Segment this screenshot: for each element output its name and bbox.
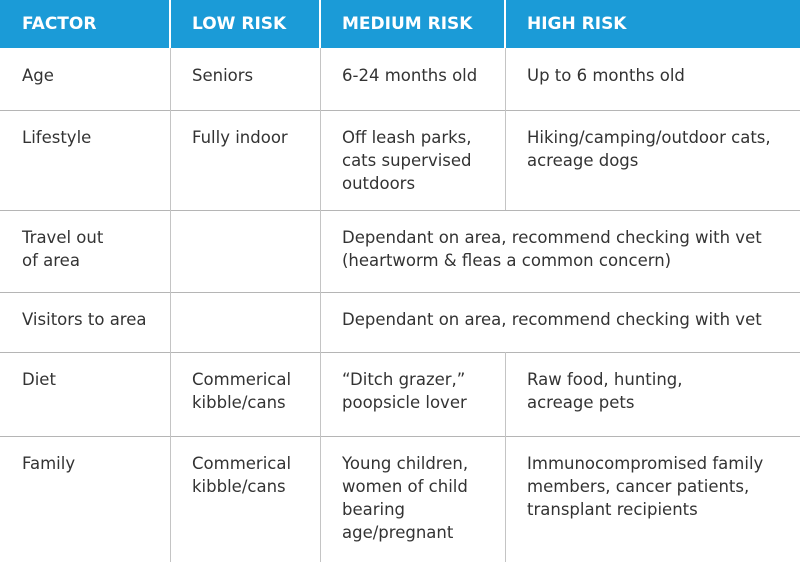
cell-text: of area (22, 251, 80, 270)
header-cell: LOW RISK (192, 14, 287, 34)
cell-text: age/pregnant (342, 523, 454, 542)
cell-text: Commerical (192, 370, 292, 389)
cell-text: Lifestyle (22, 128, 92, 147)
cell-text: Raw food, hunting, (527, 370, 683, 389)
cell-text: transplant recipients (527, 500, 698, 519)
header-divider (169, 0, 171, 48)
cell-text: Seniors (192, 66, 254, 85)
table-cell: Lifestyle (22, 126, 91, 149)
cell-text: (heartworm & fleas a common concern) (342, 251, 672, 270)
row-divider (0, 436, 800, 437)
column-divider (320, 48, 321, 110)
column-divider (170, 436, 171, 562)
table-cell: Seniors (192, 64, 253, 87)
cell-text: Hiking/camping/outdoor cats, (527, 128, 771, 147)
cell-text: bearing (342, 500, 406, 519)
cell-text: Dependant on area, recommend checking wi… (342, 228, 762, 247)
table-cell: Raw food, hunting, acreage pets (527, 368, 683, 414)
cell-text: acreage dogs (527, 151, 639, 170)
cell-text: Family (22, 454, 76, 473)
cell-text: Off leash parks, (342, 128, 472, 147)
header-cell: HIGH RISK (527, 14, 627, 34)
column-divider (505, 352, 506, 436)
table-cell: Up to 6 months old (527, 64, 685, 87)
cell-text: Young children, (342, 454, 469, 473)
table-cell: Dependant on area, recommend checking wi… (342, 226, 762, 272)
table-cell: Travel out of area (22, 226, 103, 272)
cell-text: Up to 6 months old (527, 66, 685, 85)
column-divider (505, 110, 506, 210)
table-cell: Commerical kibble/cans (192, 368, 291, 414)
row-divider (0, 292, 800, 293)
table-cell: “Ditch grazer,” poopsicle lover (342, 368, 467, 414)
cell-text: women of child (342, 477, 468, 496)
table-cell: Age (22, 64, 54, 87)
header-bar (0, 0, 800, 48)
cell-text: Travel out (22, 228, 104, 247)
table-cell: Fully indoor (192, 126, 288, 149)
header-cell: MEDIUM RISK (342, 14, 473, 34)
cell-text: Fully indoor (192, 128, 288, 147)
table-cell: Hiking/camping/outdoor cats, acreage dogs (527, 126, 771, 172)
cell-text: outdoors (342, 174, 416, 193)
header-divider (504, 0, 506, 48)
column-divider (320, 352, 321, 436)
cell-text: kibble/cans (192, 477, 286, 496)
table-cell: Commerical kibble/cans (192, 452, 291, 498)
cell-text: members, cancer patients, (527, 477, 750, 496)
row-divider (0, 110, 800, 111)
table-cell: Family (22, 452, 75, 475)
cell-text: cats supervised (342, 151, 472, 170)
cell-text: kibble/cans (192, 393, 286, 412)
cell-text: Diet (22, 370, 56, 389)
cell-text: Immunocompromised family (527, 454, 764, 473)
cell-text: Commerical (192, 454, 292, 473)
column-divider (505, 48, 506, 110)
table-cell: Off leash parks, cats supervised outdoors (342, 126, 472, 195)
row-divider (0, 210, 800, 211)
cell-text: acreage pets (527, 393, 635, 412)
cell-text: Age (22, 66, 54, 85)
cell-text: poopsicle lover (342, 393, 467, 412)
column-divider (170, 352, 171, 436)
header-divider (319, 0, 321, 48)
column-divider (320, 436, 321, 562)
table-cell: Young children, women of child bearing age/… (342, 452, 468, 544)
cell-text: “Ditch grazer,” (342, 370, 466, 389)
column-divider (505, 436, 506, 562)
column-divider (170, 210, 171, 292)
column-divider (320, 110, 321, 210)
header-cell: FACTOR (22, 14, 97, 34)
table-cell: Visitors to area (22, 308, 146, 331)
table-cell: Immunocompromised family members, cancer … (527, 452, 763, 521)
cell-text: Visitors to area (22, 310, 147, 329)
column-divider (170, 110, 171, 210)
column-divider (170, 292, 171, 352)
cell-text: 6-24 months old (342, 66, 478, 85)
table-cell: 6-24 months old (342, 64, 477, 87)
cell-text: Dependant on area, recommend checking wi… (342, 310, 762, 329)
column-divider (320, 210, 321, 292)
column-divider (320, 292, 321, 352)
row-divider (0, 352, 800, 353)
column-divider (170, 48, 171, 110)
table-cell: Diet (22, 368, 56, 391)
table-cell: Dependant on area, recommend checking wi… (342, 308, 762, 331)
